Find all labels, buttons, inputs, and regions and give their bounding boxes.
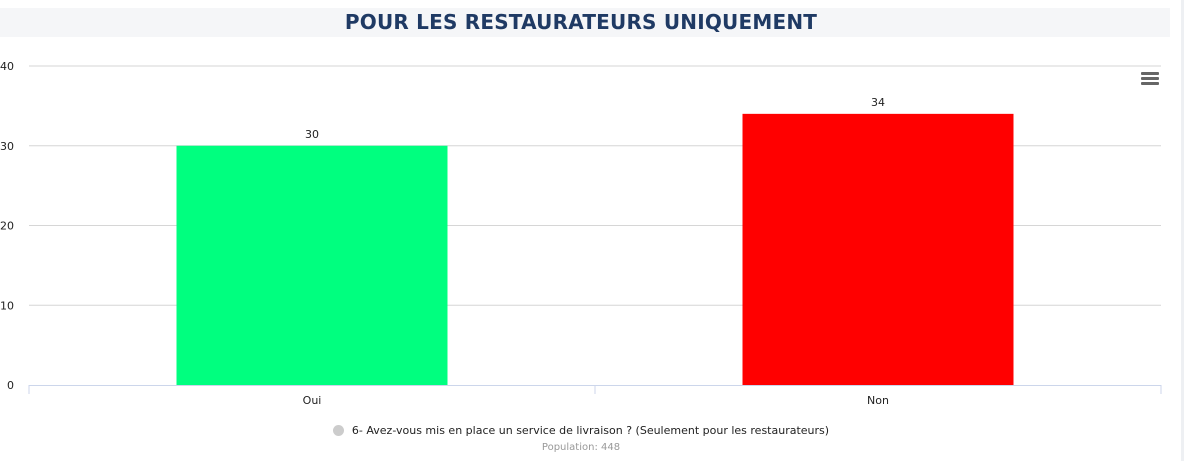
menu-line <box>1141 72 1159 75</box>
menu-line <box>1141 77 1159 80</box>
chart-title: POUR LES RESTAURATEURS UNIQUEMENT <box>344 10 818 34</box>
y-tick-label: 30 <box>0 140 14 153</box>
hamburger-menu-icon[interactable] <box>1141 72 1159 86</box>
y-tick-label: 10 <box>0 299 14 312</box>
population-text: Population: 448 <box>541 442 621 453</box>
legend: 6- Avez-vous mis en place un service de … <box>0 424 1162 439</box>
title-band <box>0 8 1170 37</box>
x-category-label: Non <box>867 394 889 407</box>
data-label: 34 <box>871 96 885 109</box>
x-category-label: Oui <box>303 394 322 407</box>
legend-label: 6- Avez-vous mis en place un service de … <box>351 424 830 437</box>
right-border <box>1181 0 1184 461</box>
bar-oui <box>176 145 448 385</box>
data-label: 30 <box>305 128 319 141</box>
y-tick-label: 0 <box>7 379 14 392</box>
y-tick-label: 20 <box>0 220 14 233</box>
legend-dot-icon <box>332 425 344 436</box>
menu-line <box>1141 82 1159 85</box>
y-tick-label: 40 <box>0 60 14 73</box>
bar-non <box>742 113 1014 385</box>
legend-item[interactable]: 6- Avez-vous mis en place un service de … <box>332 424 830 437</box>
